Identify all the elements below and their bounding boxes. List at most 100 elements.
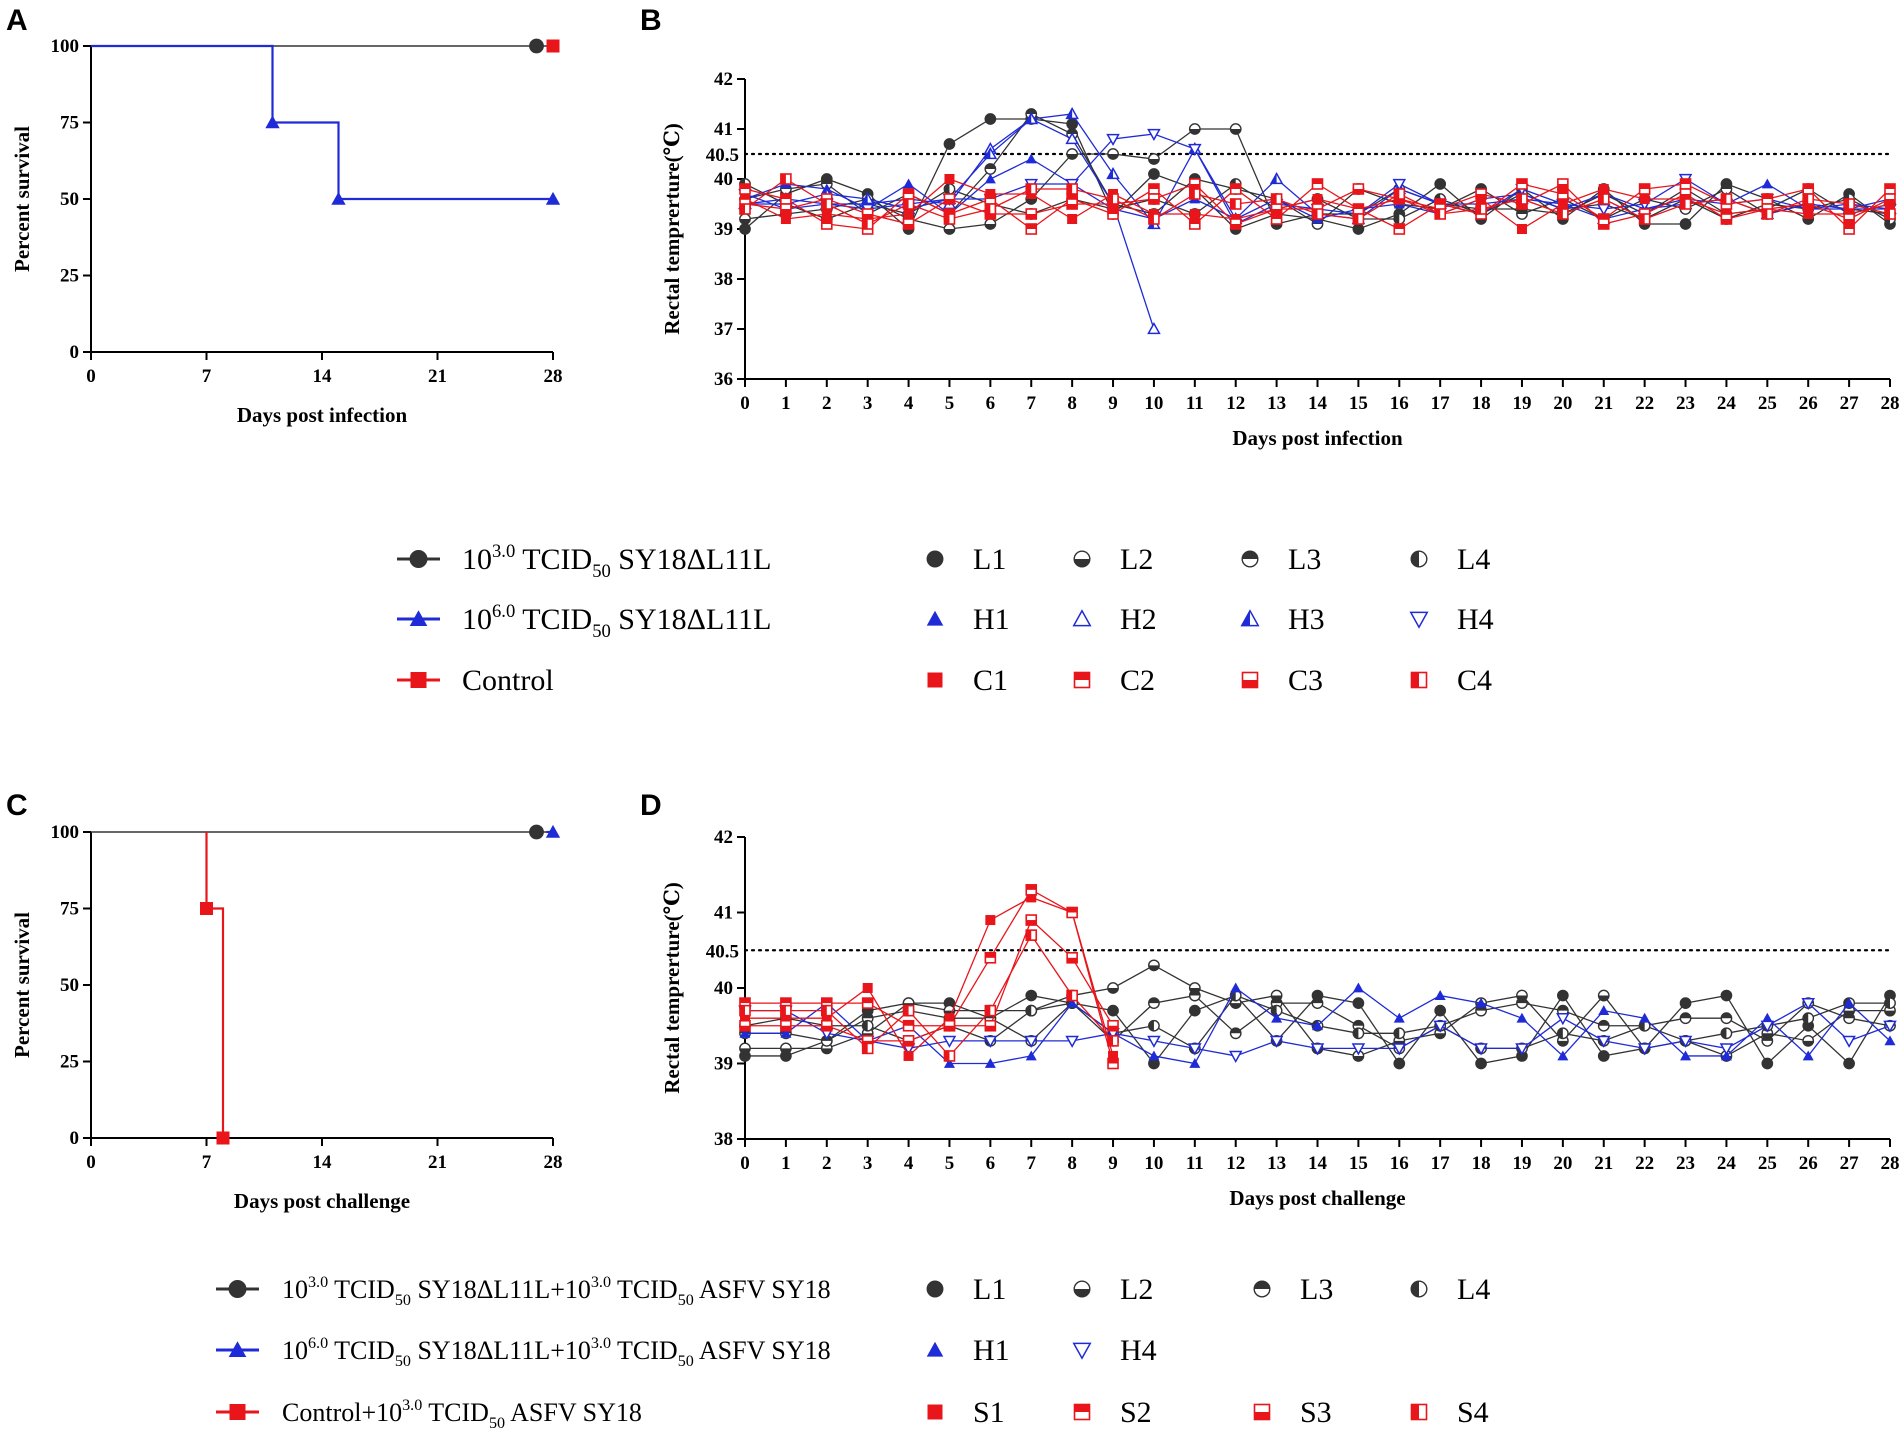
- y-tick-label: 42: [714, 69, 733, 90]
- point-l2-half: [1066, 154, 1078, 160]
- legend-animal-marker-h4: [1409, 611, 1429, 629]
- point-c2-half: [1557, 189, 1568, 194]
- point-c3-half: [903, 224, 914, 229]
- point-h1: [1025, 153, 1037, 164]
- point-s4: [1066, 989, 1078, 1002]
- legend-text: Control: [462, 664, 554, 697]
- survival-line-blue: [91, 44, 553, 201]
- legend-text: 10: [282, 1275, 308, 1304]
- point-l3-half: [1557, 1005, 1569, 1011]
- point-s2: [984, 951, 997, 964]
- point-l4: [861, 1019, 874, 1032]
- point-l1-shape: [943, 138, 956, 150]
- legend-animal-label-l4: L4: [1457, 543, 1490, 576]
- point-c2: [820, 218, 833, 230]
- point-c2-half: [1680, 179, 1691, 184]
- point-c4: [1270, 193, 1283, 205]
- point-l2-half: [985, 224, 996, 230]
- point-h4: [1678, 1035, 1693, 1048]
- point-h4-shape: [1188, 143, 1202, 157]
- point-c4: [1597, 193, 1610, 205]
- point-c4: [1066, 183, 1078, 195]
- legend-sup: 6.0: [492, 601, 515, 622]
- x-tick-label: 21: [428, 366, 447, 387]
- y-tick-label: 0: [70, 1128, 80, 1149]
- point-c3-half: [1394, 199, 1405, 204]
- point-c4: [984, 203, 997, 215]
- legend-marker-black: [409, 550, 428, 568]
- point-c2-half: [1844, 224, 1855, 229]
- point-l1-shape: [1679, 997, 1692, 1009]
- point-l1-shape: [1434, 1004, 1447, 1017]
- point-c1: [1639, 194, 1650, 204]
- legend-sup: 3.0: [591, 1274, 611, 1291]
- x-tick-label: 5: [945, 393, 955, 414]
- x-tick-label: 16: [1390, 393, 1409, 414]
- point-c3: [780, 203, 792, 215]
- point-l2-half: [1026, 199, 1037, 205]
- point-c1: [821, 209, 832, 219]
- point-h1-shape: [780, 1027, 792, 1038]
- point-l1: [1393, 1057, 1406, 1070]
- point-c3: [1884, 193, 1896, 205]
- legend-animal-label-c1: C1: [973, 664, 1008, 697]
- point-c3: [1679, 188, 1692, 200]
- y-tick-label: 41: [714, 119, 733, 140]
- point-c1-shape: [1189, 209, 1200, 219]
- legend-animal-marker-c4: [1410, 671, 1428, 689]
- point-s2-half: [1026, 884, 1037, 890]
- point-l2-half: [1271, 224, 1282, 230]
- point-c4-half: [780, 174, 786, 184]
- survival-marker-blue-shape: [331, 191, 346, 205]
- x-tick-label: 0: [740, 393, 750, 414]
- legend-animal-marker-l4-half: [1411, 1281, 1419, 1297]
- point-c2: [1557, 188, 1569, 200]
- legend-animal-label-h1: H1: [973, 603, 1010, 636]
- point-c2-half: [1639, 184, 1650, 189]
- legend-animal-label-h3: H3: [1288, 603, 1325, 636]
- point-s3: [820, 1019, 833, 1032]
- point-h4: [1842, 1035, 1856, 1048]
- legend-animal-marker-h4-shape: [1072, 1342, 1092, 1360]
- legend-label-black: 103.0 TCID50 SY18ΔL11L: [462, 541, 771, 582]
- point-h1-shape: [1761, 178, 1773, 189]
- point-h4: [1351, 1043, 1366, 1056]
- point-h3: [1024, 111, 1039, 125]
- point-s4-half: [944, 1050, 950, 1061]
- point-c4: [1393, 188, 1406, 200]
- point-l1: [739, 223, 751, 235]
- point-s1: [740, 1013, 750, 1024]
- legend-animal-label-l1: L1: [973, 543, 1006, 576]
- x-tick-label: 0: [86, 366, 96, 387]
- point-h1-shape: [1434, 990, 1446, 1000]
- legend-animal-marker-s4: [1410, 1403, 1428, 1421]
- point-h3-half: [1066, 108, 1073, 119]
- point-l4-half: [1148, 1020, 1154, 1031]
- point-l2-half: [739, 1048, 751, 1054]
- point-l3-half: [1721, 1012, 1732, 1019]
- point-c1-shape: [1803, 209, 1814, 219]
- point-l1-shape: [1434, 178, 1447, 190]
- point-c2-half: [944, 209, 955, 214]
- point-l2-half: [1353, 1055, 1364, 1062]
- y-tick-label: 50: [60, 975, 79, 996]
- x-tick-label: 2: [822, 1153, 832, 1174]
- x-tick-label: 16: [1390, 1153, 1409, 1174]
- legend-animal-label-c3: C3: [1288, 664, 1323, 697]
- point-h1: [943, 1058, 955, 1068]
- legend-animal-marker-h3-half: [1241, 610, 1250, 626]
- point-l1-shape: [1720, 989, 1733, 1002]
- y-tick-label: 38: [714, 1129, 733, 1150]
- point-s1-shape: [985, 915, 996, 926]
- point-c3-half: [1721, 219, 1732, 224]
- point-h1-shape: [1516, 1012, 1528, 1023]
- point-h4-shape: [1760, 1020, 1775, 1033]
- point-l4: [1148, 1019, 1160, 1032]
- point-c3-half: [1108, 204, 1119, 209]
- point-h4: [1065, 1035, 1079, 1048]
- point-l1-shape: [1188, 1004, 1201, 1017]
- point-s2-half: [903, 1020, 914, 1026]
- point-s1: [1026, 892, 1037, 903]
- point-h1: [1802, 1050, 1814, 1061]
- point-c2-half: [1435, 199, 1446, 204]
